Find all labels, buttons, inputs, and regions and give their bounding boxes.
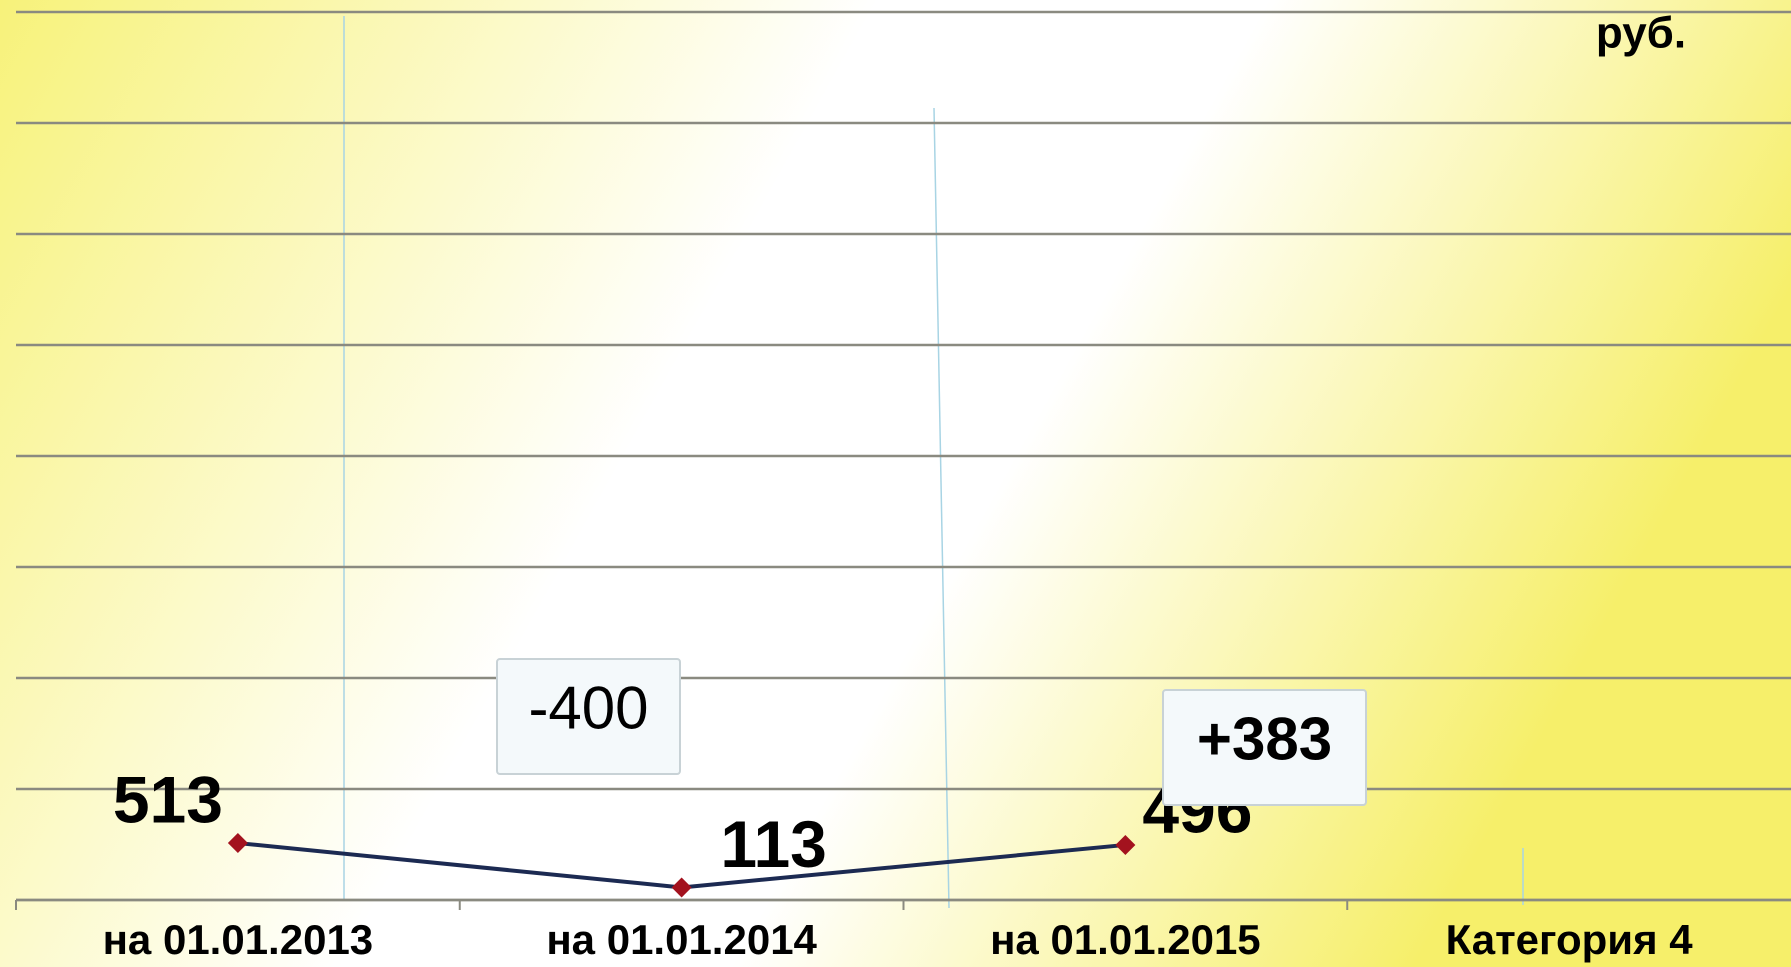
marker: [227, 833, 248, 854]
x-tick-label: на 01.01.2013: [103, 916, 374, 963]
data-label: 113: [720, 807, 826, 881]
x-tick-label: на 01.01.2014: [546, 916, 817, 963]
annotation-box: [496, 658, 681, 775]
x-tick-label: Категория 4: [1446, 916, 1694, 963]
unit-label: руб.: [1596, 9, 1686, 58]
annotation: -400: [528, 674, 648, 741]
decor-line: [933, 107, 950, 909]
x-tick-label: на 01.01.2015: [990, 916, 1261, 963]
annotation: +383: [1197, 705, 1332, 772]
annotation-box: [1162, 689, 1367, 806]
marker: [671, 877, 692, 898]
marker: [1115, 834, 1136, 855]
data-label: 513: [113, 762, 223, 836]
